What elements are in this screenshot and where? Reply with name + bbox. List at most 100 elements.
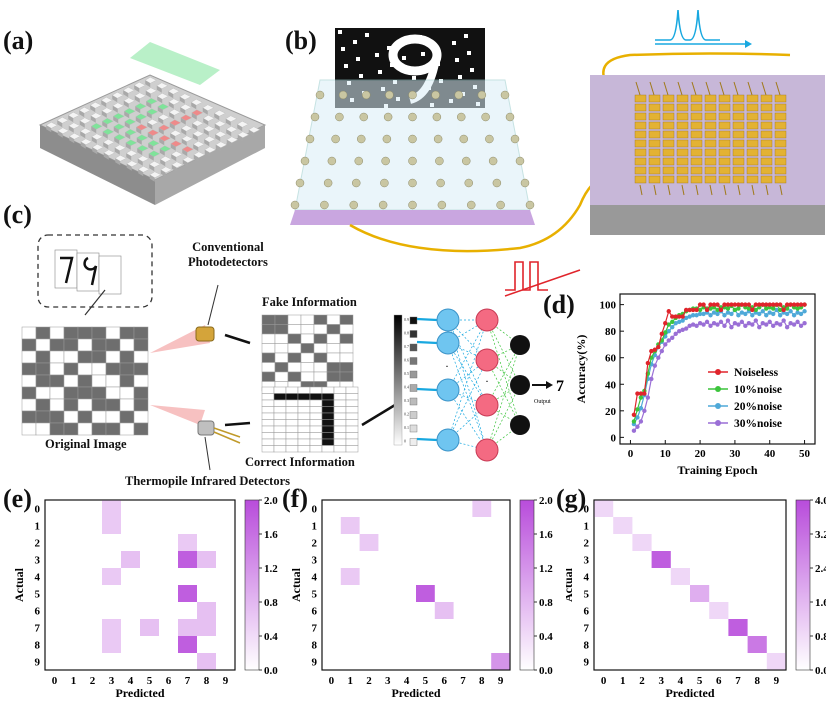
fake-info-pixel: [313, 343, 328, 354]
data-point-0: [732, 302, 738, 307]
chip-pixel-side: [57, 120, 63, 128]
data-point-2: [670, 324, 675, 330]
chip-pixel: [112, 113, 125, 120]
colorbar-tick-label: 2.0: [264, 495, 278, 507]
original-image-pixel: [105, 374, 121, 388]
original-image-pixel: [21, 326, 37, 340]
chip-pixel-side: [203, 128, 209, 136]
detector-pixel: [383, 112, 393, 122]
data-point-3: [635, 424, 640, 429]
data-point-3: [732, 321, 738, 326]
chip-electrode: [774, 175, 787, 184]
correct-info-pixel: [321, 419, 335, 427]
original-image-pixel: [133, 362, 149, 376]
correct-info-pixel: [309, 412, 323, 420]
input-neuron: [436, 308, 460, 332]
input-arrow: [416, 340, 438, 345]
data-point-3: [802, 321, 807, 326]
chip-pixel: [68, 133, 81, 140]
chip-electrode: [732, 139, 745, 148]
chip-pixel: [91, 144, 104, 151]
original-image-pixel: [133, 398, 149, 412]
chip-pixel: [111, 92, 124, 99]
chip-pixel-side: [103, 142, 109, 150]
fake-info-pixel: [261, 362, 276, 373]
fake-info-pixel: [339, 314, 354, 325]
chip-electrode: [662, 121, 675, 130]
chip-pixel-side: [134, 95, 140, 103]
x-category-label: 2: [639, 675, 645, 687]
chip-pixel-side: [137, 158, 143, 166]
plot-frame: [619, 293, 816, 445]
data-point-3: [715, 322, 720, 327]
chip-pixel: [136, 134, 149, 141]
inset-digit-frame: [98, 255, 122, 295]
data-point-2: [676, 319, 682, 325]
x-category-label: 5: [697, 675, 703, 687]
fake-info-pixel: [326, 333, 341, 344]
data-point-3: [683, 326, 689, 331]
chip-lead: [681, 184, 685, 196]
connection-hidden1: [447, 342, 488, 451]
data-point-3: [711, 321, 717, 326]
data-point-2: [777, 313, 783, 318]
correct-info-pixel: [321, 386, 335, 394]
series-line-3: [633, 319, 805, 432]
correct-info-pixel: [309, 419, 323, 427]
chip-electrode: [760, 94, 773, 103]
matrix-cell: [121, 551, 140, 568]
data-point-3: [750, 322, 755, 327]
detector-pixel: [320, 200, 329, 210]
noise-pixel: [421, 52, 425, 56]
original-image-pixel: [49, 398, 65, 412]
connection-hidden1: [447, 319, 488, 391]
x-category-label: 1: [347, 675, 353, 687]
chip-electrode: [746, 175, 759, 184]
fake-info-pixel: [300, 333, 315, 344]
detector-pixel: [408, 200, 417, 210]
chip-pixel-side: [123, 90, 129, 98]
matrix-cell: [594, 500, 614, 517]
correct-info-pixel: [273, 406, 287, 414]
y-category-label: 5: [312, 589, 318, 601]
colorbar-tick-label: 0.0: [264, 665, 278, 677]
original-image-pixel: [77, 386, 93, 400]
chip-pixel-side: [237, 124, 243, 132]
chip-electrode: [732, 94, 745, 103]
correct-info-pixel: [333, 438, 347, 446]
output-label: Output: [534, 399, 551, 405]
chip-pixel-side: [135, 106, 141, 114]
fake-info-pixel: [287, 352, 302, 363]
original-image-pixel: [49, 338, 65, 352]
correct-info-pixel: [273, 438, 287, 446]
chip-electrode: [746, 166, 759, 175]
data-point-0: [701, 302, 706, 307]
correct-info-pixel: [333, 412, 347, 420]
data-point-3: [722, 323, 727, 329]
chip-pixel: [135, 124, 148, 131]
original-image-pixel: [35, 422, 51, 436]
fake-information-label: Fake Information: [262, 295, 357, 309]
x-axis-label: Predicted: [115, 686, 164, 700]
chip-pixel-side: [204, 149, 210, 157]
chip-electrode: [648, 166, 661, 175]
arrow-to-correct: [224, 421, 251, 427]
chip-electrode: [634, 157, 647, 166]
connection-hidden1: [447, 342, 488, 406]
noise-pixel: [344, 64, 348, 68]
scale-label: 0.8: [404, 331, 409, 336]
y-category-label: 8: [35, 640, 41, 652]
connection-hidden1: [447, 319, 488, 406]
chip-electrode: [676, 94, 689, 103]
chip-pixel-side: [102, 121, 108, 129]
chip-pixel-side: [214, 123, 220, 131]
ellipsis-dots: ·: [485, 374, 489, 388]
matrix-border: [593, 499, 787, 671]
y-category-label: 3: [584, 555, 590, 567]
x-category-label: 1: [71, 675, 77, 687]
data-point-0: [802, 302, 807, 307]
detector-pixel: [485, 134, 494, 144]
data-point-1: [635, 407, 640, 412]
y-category-label: 9: [584, 657, 590, 669]
x-category-label: 8: [204, 675, 210, 687]
